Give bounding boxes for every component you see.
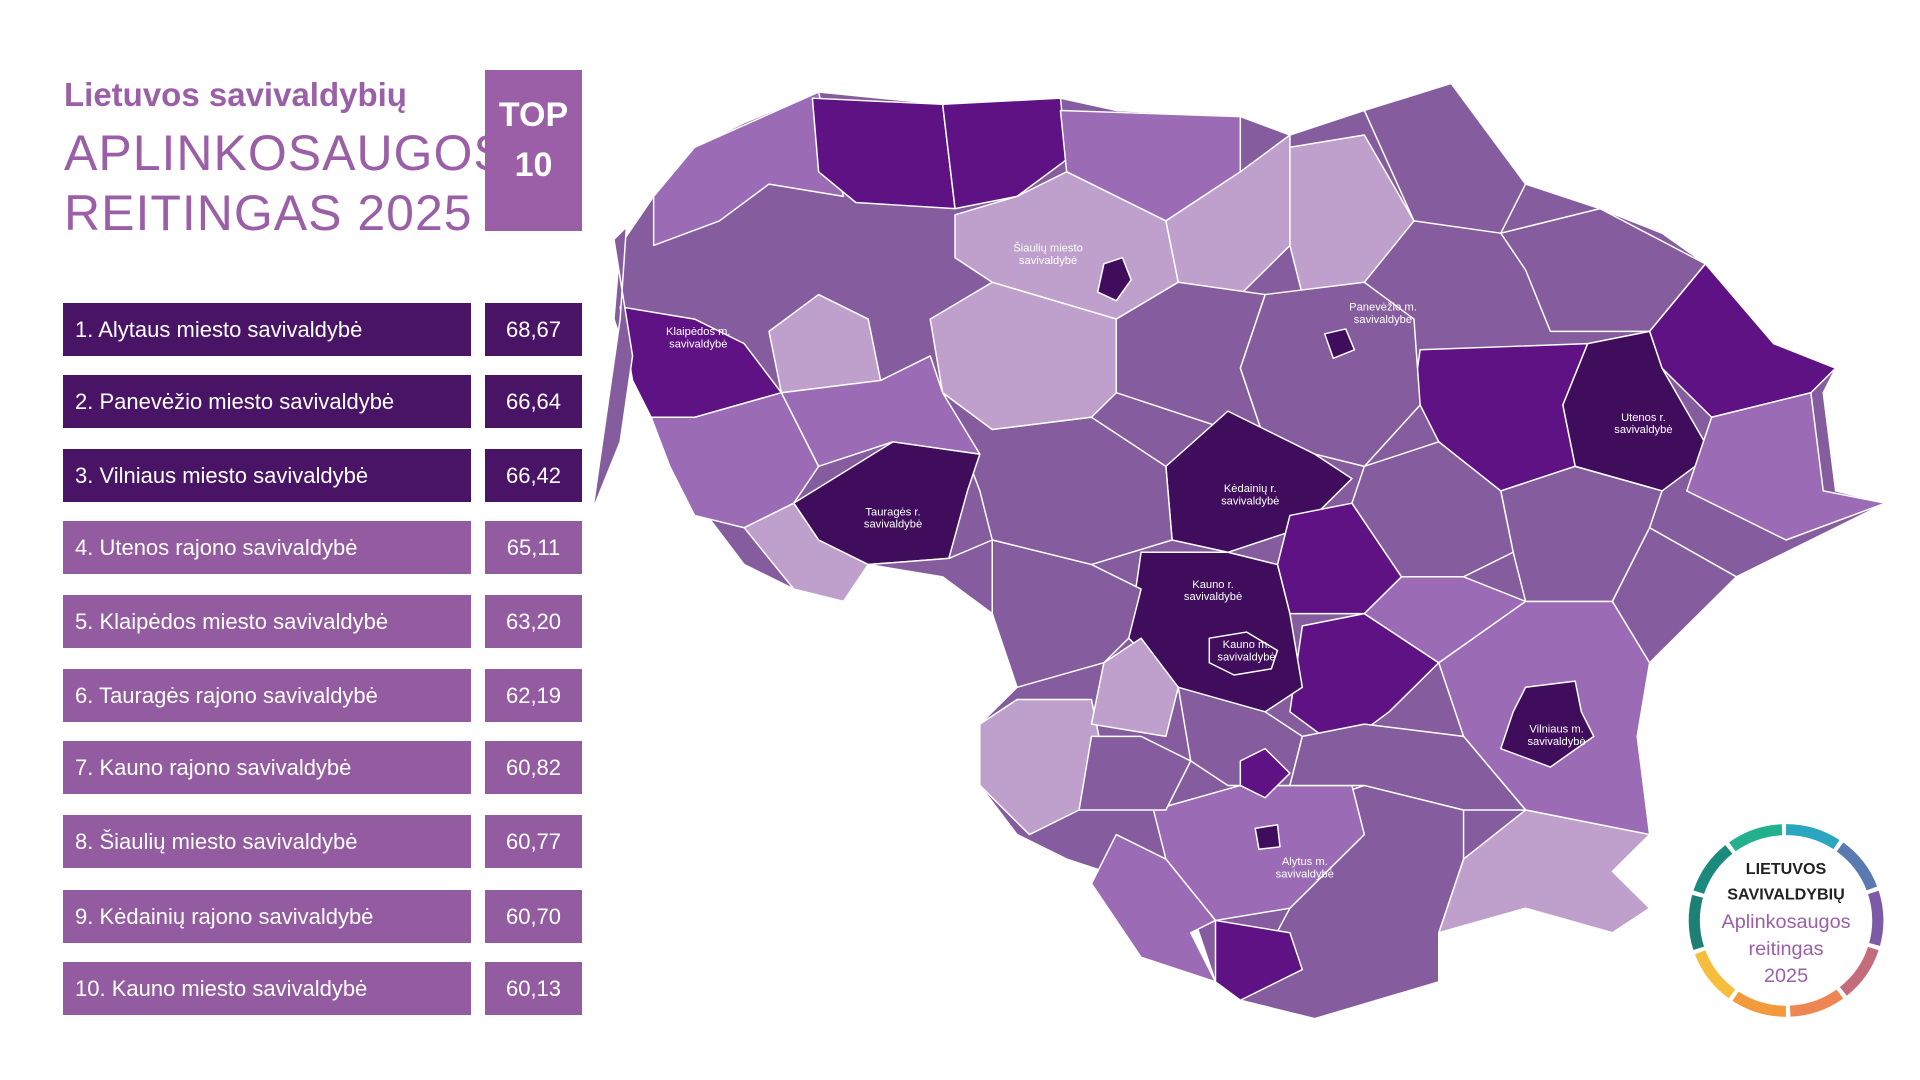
map-label: savivaldybė: [1527, 736, 1585, 748]
badge-text: TOP: [498, 96, 569, 134]
logo-line: Aplinkosaugos: [1722, 911, 1851, 933]
map-label: savivaldybė: [669, 338, 727, 350]
score: 63,20: [485, 595, 582, 648]
score: 60,70: [485, 890, 582, 943]
regions: [592, 82, 1887, 1020]
score: 65,11: [485, 521, 582, 574]
subtitle: Lietuvos savivaldybių: [64, 76, 407, 113]
municipality-name: 4. Utenos rajono savivaldybė: [63, 521, 471, 574]
logo-text: LIETUVOS SAVIVALDYBIŲ Aplinkosaugos reit…: [1722, 860, 1851, 987]
score: 60,13: [485, 962, 582, 1015]
logo-line: LIETUVOS: [1746, 860, 1827, 878]
map-label: Kauno r.: [1192, 579, 1234, 591]
municipality-name: 10. Kauno miesto savivaldybė: [63, 962, 471, 1015]
logo-line: 2025: [1764, 965, 1808, 987]
municipality-name: 9. Kėdainių rajono savivaldybė: [63, 890, 471, 943]
map-label: Kėdainių r.: [1224, 483, 1277, 495]
score: 66,64: [485, 375, 582, 428]
map-label: savivaldybė: [1019, 255, 1077, 267]
municipality-name: 6. Tauragės rajono savivaldybė: [63, 669, 471, 722]
map-label: Šiaulių miesto: [1013, 242, 1082, 255]
score: 60,77: [485, 815, 582, 868]
badge-text: 10: [514, 146, 553, 184]
logo: [1688, 824, 1884, 1017]
map-label: Utenos r.: [1621, 412, 1666, 424]
score: 60,82: [485, 741, 582, 794]
municipality-name: 2. Panevėžio miesto savivaldybė: [63, 375, 471, 428]
logo-line: reitingas: [1749, 938, 1824, 960]
title: APLINKOSAUGOS: [64, 125, 508, 181]
score: 68,67: [485, 303, 582, 356]
municipality-name: 1. Alytaus miesto savivaldybė: [63, 303, 471, 356]
map-label: Alytus m.: [1282, 856, 1328, 868]
municipality-name: 7. Kauno rajono savivaldybė: [63, 741, 471, 794]
map-label: Panevėžio m.: [1349, 302, 1417, 314]
map-label: savivaldybė: [1614, 424, 1672, 436]
map-label: savivaldybė: [1217, 651, 1275, 663]
map-label: Vilniaus m.: [1529, 724, 1583, 736]
map-label: Tauragės r.: [865, 507, 920, 519]
logo-line: SAVIVALDYBIŲ: [1727, 886, 1844, 904]
map-label: savivaldybė: [1354, 314, 1412, 326]
title: REITINGAS 2025: [64, 185, 473, 241]
badge: TOP 10: [485, 70, 582, 231]
municipality-name: 3. Vilniaus miesto savivaldybė: [63, 449, 471, 502]
municipality-name: 8. Šiaulių miesto savivaldybė: [63, 815, 471, 868]
map-label: Klaipėdos m.: [666, 326, 730, 338]
map-label: savivaldybė: [1184, 591, 1242, 603]
municipality-name: 5. Klaipėdos miesto savivaldybė: [63, 595, 471, 648]
score: 66,42: [485, 449, 582, 502]
map-label: Kauno m.: [1223, 639, 1271, 651]
score: 62,19: [485, 669, 582, 722]
map-label: savivaldybė: [864, 519, 922, 531]
map-label: savivaldybė: [1276, 869, 1334, 881]
map-label: savivaldybė: [1221, 495, 1279, 507]
